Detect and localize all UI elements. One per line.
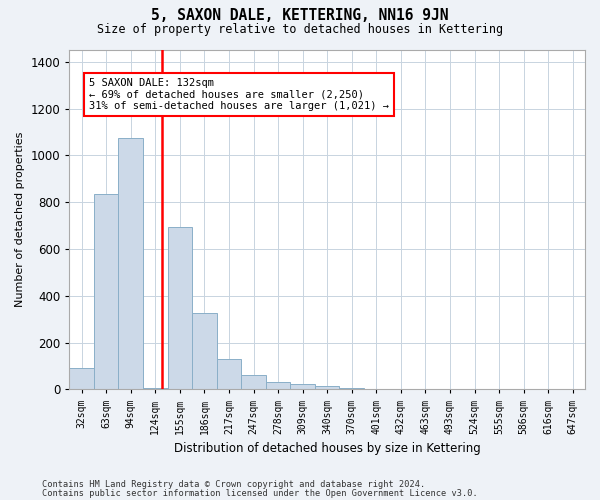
Bar — [217, 360, 241, 390]
Bar — [143, 388, 167, 390]
Bar — [118, 138, 143, 390]
Text: Contains public sector information licensed under the Open Government Licence v3: Contains public sector information licen… — [42, 489, 478, 498]
Bar — [241, 375, 266, 390]
Bar — [94, 194, 118, 390]
X-axis label: Distribution of detached houses by size in Kettering: Distribution of detached houses by size … — [174, 442, 481, 455]
Text: 5, SAXON DALE, KETTERING, NN16 9JN: 5, SAXON DALE, KETTERING, NN16 9JN — [151, 8, 449, 22]
Text: Contains HM Land Registry data © Crown copyright and database right 2024.: Contains HM Land Registry data © Crown c… — [42, 480, 425, 489]
Bar — [192, 312, 217, 390]
Text: 5 SAXON DALE: 132sqm
← 69% of detached houses are smaller (2,250)
31% of semi-de: 5 SAXON DALE: 132sqm ← 69% of detached h… — [89, 78, 389, 112]
Bar — [266, 382, 290, 390]
Bar — [167, 227, 192, 390]
Bar — [340, 388, 364, 390]
Bar — [364, 388, 389, 390]
Bar — [70, 368, 94, 390]
Text: Size of property relative to detached houses in Kettering: Size of property relative to detached ho… — [97, 22, 503, 36]
Bar — [315, 386, 340, 390]
Bar — [290, 384, 315, 390]
Y-axis label: Number of detached properties: Number of detached properties — [15, 132, 25, 308]
